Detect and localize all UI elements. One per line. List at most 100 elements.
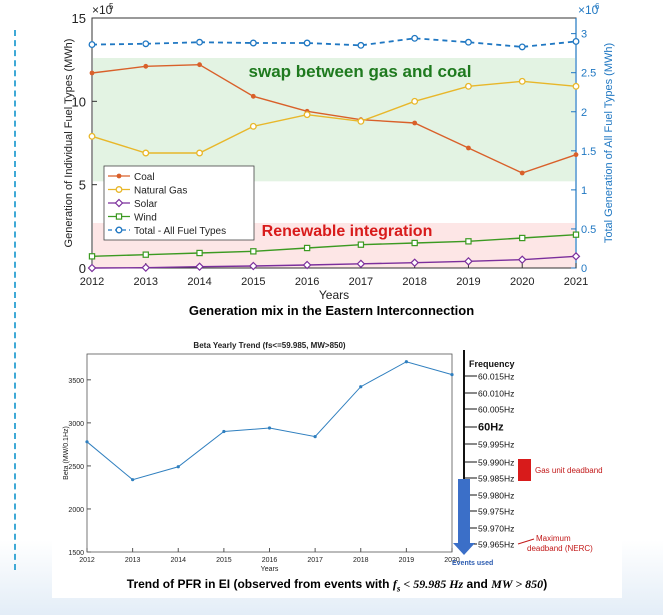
beta-x-tick-label: 2012: [79, 557, 95, 564]
x-tick-label: 2020: [510, 276, 534, 288]
gas-coal-annotation: swap between gas and coal: [249, 62, 472, 81]
legend-label: Coal: [134, 172, 155, 183]
frequency-label: 59.965Hz: [478, 540, 514, 550]
x-tick-label: 2017: [349, 276, 373, 288]
series-line-coal: [91, 63, 577, 174]
right-tick-label: 3: [581, 29, 587, 41]
beta-x-axis-label: Years: [261, 566, 279, 573]
point-total-all-fuel-types: [572, 37, 580, 45]
point-solar: [141, 263, 151, 273]
point-wind: [303, 244, 311, 252]
beta-point: [267, 426, 272, 430]
point-coal: [143, 63, 149, 69]
frequency-label: 60Hz: [478, 422, 504, 434]
frequency-label: 59.980Hz: [478, 491, 514, 501]
frequency-title: Frequency: [469, 359, 515, 369]
frequency-label: 59.995Hz: [478, 440, 514, 450]
x-tick-label: 2018: [402, 276, 426, 288]
generation-mix-chart: 0 5 10 15 0 0.5 1 1.5 2 2.5 3 2012 2013 2014 2015 2016 2…: [63, 2, 615, 302]
x-tick-label: 2014: [187, 276, 211, 288]
point-wind: [250, 248, 257, 255]
chart1-caption: Generation mix in the Eastern Interconne…: [188, 303, 475, 318]
series-line-solar: [91, 255, 577, 269]
beta-y-tick-label: 2500: [68, 464, 84, 471]
point-coal: [412, 120, 418, 126]
beta-x-tick-label: 2014: [170, 557, 186, 564]
point-solar: [248, 261, 258, 271]
point-natural-gas: [464, 82, 472, 90]
legend-label: Total - All Fuel Types: [134, 226, 226, 237]
gas-deadband-label: Gas unit deadband: [535, 466, 603, 475]
point-natural-gas: [88, 132, 96, 140]
point-wind: [88, 253, 96, 260]
dashed-divider: [14, 30, 16, 570]
point-wind: [465, 238, 472, 245]
left-tick-label: 0: [79, 261, 86, 276]
y-axis-label: Generation of Individual Fuel Types (MWh…: [63, 39, 75, 248]
legend-marker: [115, 226, 123, 234]
caption-suffix: ): [543, 577, 548, 591]
right-multiplier-exp: 6: [595, 2, 600, 11]
beta-point: [222, 429, 226, 434]
beta-plot-frame: [86, 353, 453, 553]
point-wind: [572, 231, 580, 238]
point-natural-gas: [357, 117, 365, 125]
point-wind: [196, 249, 203, 257]
point-solar: [410, 258, 420, 268]
beta-point: [404, 360, 408, 364]
point-wind: [142, 251, 149, 258]
right-multiplier: ×10: [578, 3, 599, 17]
point-wind: [411, 239, 418, 247]
beta-x-tick-label: 2020: [444, 557, 460, 564]
events-used-label: Events used: [452, 560, 493, 567]
legend-label: Natural Gas: [134, 186, 187, 197]
frequency-label: 59.975Hz: [478, 507, 514, 517]
x-tick-label: 2012: [80, 276, 104, 288]
series-line-natural-gas: [91, 80, 577, 154]
beta-point: [85, 440, 89, 444]
beta-y-axis-label: Beta (MW/0.1Hz): [63, 426, 70, 480]
point-solar: [302, 260, 312, 270]
max-deadband-label-1: Maximum: [536, 534, 571, 543]
point-solar: [464, 256, 473, 266]
beta-point: [176, 465, 180, 469]
right-tick-label: 0.5: [581, 224, 596, 236]
caption-math-mw: MW > 850: [491, 577, 544, 591]
right-tick-label: 1: [581, 185, 587, 197]
point-total-all-fuel-types: [357, 41, 365, 49]
frequency-label: 60.015Hz: [478, 372, 514, 382]
right-tick-label: 1.5: [581, 146, 596, 158]
frequency-label: 59.990Hz: [478, 458, 514, 468]
left-tick-label: 10: [72, 94, 86, 109]
point-total-all-fuel-types: [464, 38, 472, 46]
point-natural-gas: [249, 122, 257, 130]
point-total-all-fuel-types: [249, 39, 257, 47]
chart2-caption: Trend of PFR in EI (observed from events…: [52, 577, 622, 593]
point-coal: [466, 145, 471, 151]
right-tick-label: 0: [581, 263, 587, 275]
point-coal: [197, 62, 202, 68]
point-natural-gas: [303, 111, 311, 119]
right-tick-label: 2: [581, 107, 587, 119]
legend-label: Solar: [134, 199, 158, 210]
caption-prefix: Trend of PFR in EI (observed from events…: [126, 577, 393, 591]
left-multiplier: ×10: [92, 3, 113, 17]
y-axis-label-right: Total Generation of All Fuel Types (MWh): [603, 43, 615, 243]
point-total-all-fuel-types: [142, 40, 150, 48]
point-total-all-fuel-types: [88, 41, 96, 49]
legend-label: Wind: [134, 213, 157, 224]
left-tick-label: 5: [79, 178, 86, 193]
point-coal: [89, 70, 95, 76]
beta-y-tick-label: 3000: [68, 421, 84, 428]
x-tick-label: 2021: [564, 276, 588, 288]
point-total-all-fuel-types: [303, 39, 311, 47]
beta-x-tick-label: 2019: [399, 557, 415, 564]
frequency-label: 59.970Hz: [478, 524, 514, 534]
beta-x-tick-label: 2017: [307, 557, 323, 564]
caption-math-freq: < 59.985 Hz: [400, 577, 464, 591]
x-tick-label: 2015: [241, 276, 265, 288]
max-deadband-label-2: deadband (NERC): [527, 544, 593, 553]
beta-point: [450, 373, 454, 377]
point-solar: [356, 259, 366, 269]
